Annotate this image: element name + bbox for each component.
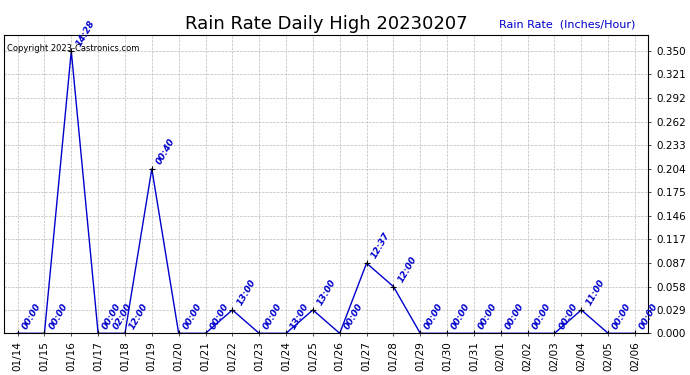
Text: 13:00: 13:00 (235, 278, 257, 307)
Text: 00:00: 00:00 (208, 301, 230, 330)
Text: 12:37: 12:37 (369, 231, 391, 260)
Text: 13:00: 13:00 (315, 278, 338, 307)
Text: 02:00: 02:00 (112, 301, 134, 330)
Text: 00:00: 00:00 (477, 301, 499, 330)
Title: Rain Rate Daily High 20230207: Rain Rate Daily High 20230207 (185, 15, 468, 33)
Text: 12:00: 12:00 (396, 255, 418, 284)
Text: 00:00: 00:00 (423, 301, 445, 330)
Text: 11:00: 11:00 (584, 278, 607, 307)
Text: 00:00: 00:00 (101, 301, 123, 330)
Text: 12:00: 12:00 (128, 301, 150, 330)
Text: 00:00: 00:00 (181, 301, 204, 330)
Text: Copyright 2023-Castronics.com: Copyright 2023-Castronics.com (8, 44, 140, 53)
Text: 00:00: 00:00 (21, 301, 43, 330)
Text: 00:40: 00:40 (155, 137, 177, 166)
Text: 00:00: 00:00 (558, 301, 580, 330)
Text: 00:00: 00:00 (47, 301, 69, 330)
Text: 00:00: 00:00 (342, 301, 364, 330)
Text: 00:00: 00:00 (262, 301, 284, 330)
Text: 00:00: 00:00 (638, 301, 660, 330)
Text: 00:00: 00:00 (531, 301, 553, 330)
Text: 00:00: 00:00 (504, 301, 526, 330)
Text: 00:00: 00:00 (611, 301, 633, 330)
Text: 00:00: 00:00 (450, 301, 472, 330)
Text: Rain Rate  (Inches/Hour): Rain Rate (Inches/Hour) (499, 19, 635, 29)
Text: 13:00: 13:00 (289, 301, 311, 330)
Text: 14:28: 14:28 (74, 19, 96, 48)
